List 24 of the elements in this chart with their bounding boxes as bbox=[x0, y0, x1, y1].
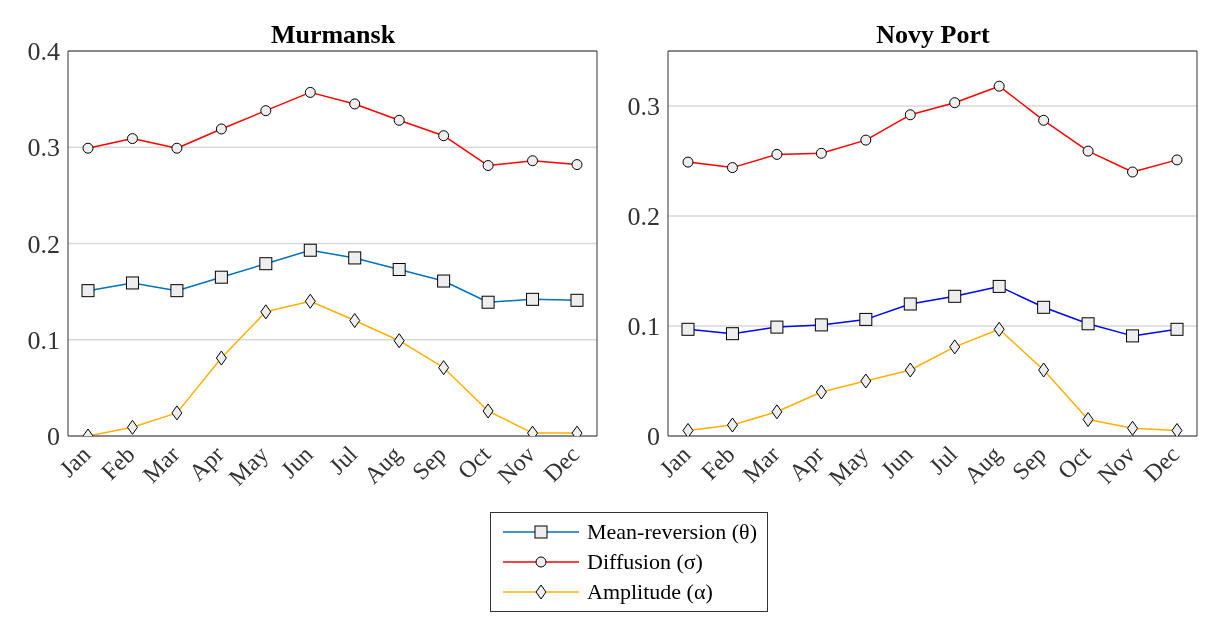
x-tick-label: Feb bbox=[96, 441, 140, 485]
chart-title: Murmansk bbox=[270, 20, 396, 49]
legend-label: Diffusion (σ) bbox=[587, 549, 703, 575]
chart-title: Novy Port bbox=[875, 20, 991, 50]
legend-label: Mean-reversion (θ) bbox=[587, 519, 757, 545]
y-tick-label: 0.1 bbox=[27, 325, 60, 355]
y-tick-label: 0.1 bbox=[627, 312, 660, 342]
x-tick-label: Mar bbox=[137, 441, 185, 488]
x-tick-label: Dec bbox=[1138, 441, 1185, 487]
x-tick-label: Sep bbox=[407, 441, 452, 485]
legend-label: Amplitude (α) bbox=[587, 579, 713, 605]
y-tick-label: 0.3 bbox=[27, 133, 60, 163]
y-tick-label: 0.3 bbox=[627, 92, 660, 122]
y-tick-label: 0.2 bbox=[27, 229, 60, 259]
x-tick-label: Dec bbox=[538, 441, 585, 487]
x-tick-label: Mar bbox=[737, 441, 785, 488]
x-tick-label: Jun bbox=[875, 441, 918, 484]
y-tick-label: 0 bbox=[47, 422, 60, 452]
y-tick-label: 0 bbox=[647, 422, 660, 452]
x-tick-label: Feb bbox=[696, 441, 740, 485]
x-tick-label: Jun bbox=[275, 441, 318, 484]
y-tick-label: 0.2 bbox=[627, 202, 660, 232]
x-tick-label: Sep bbox=[1007, 441, 1052, 485]
y-tick-label: 0.4 bbox=[27, 37, 60, 67]
